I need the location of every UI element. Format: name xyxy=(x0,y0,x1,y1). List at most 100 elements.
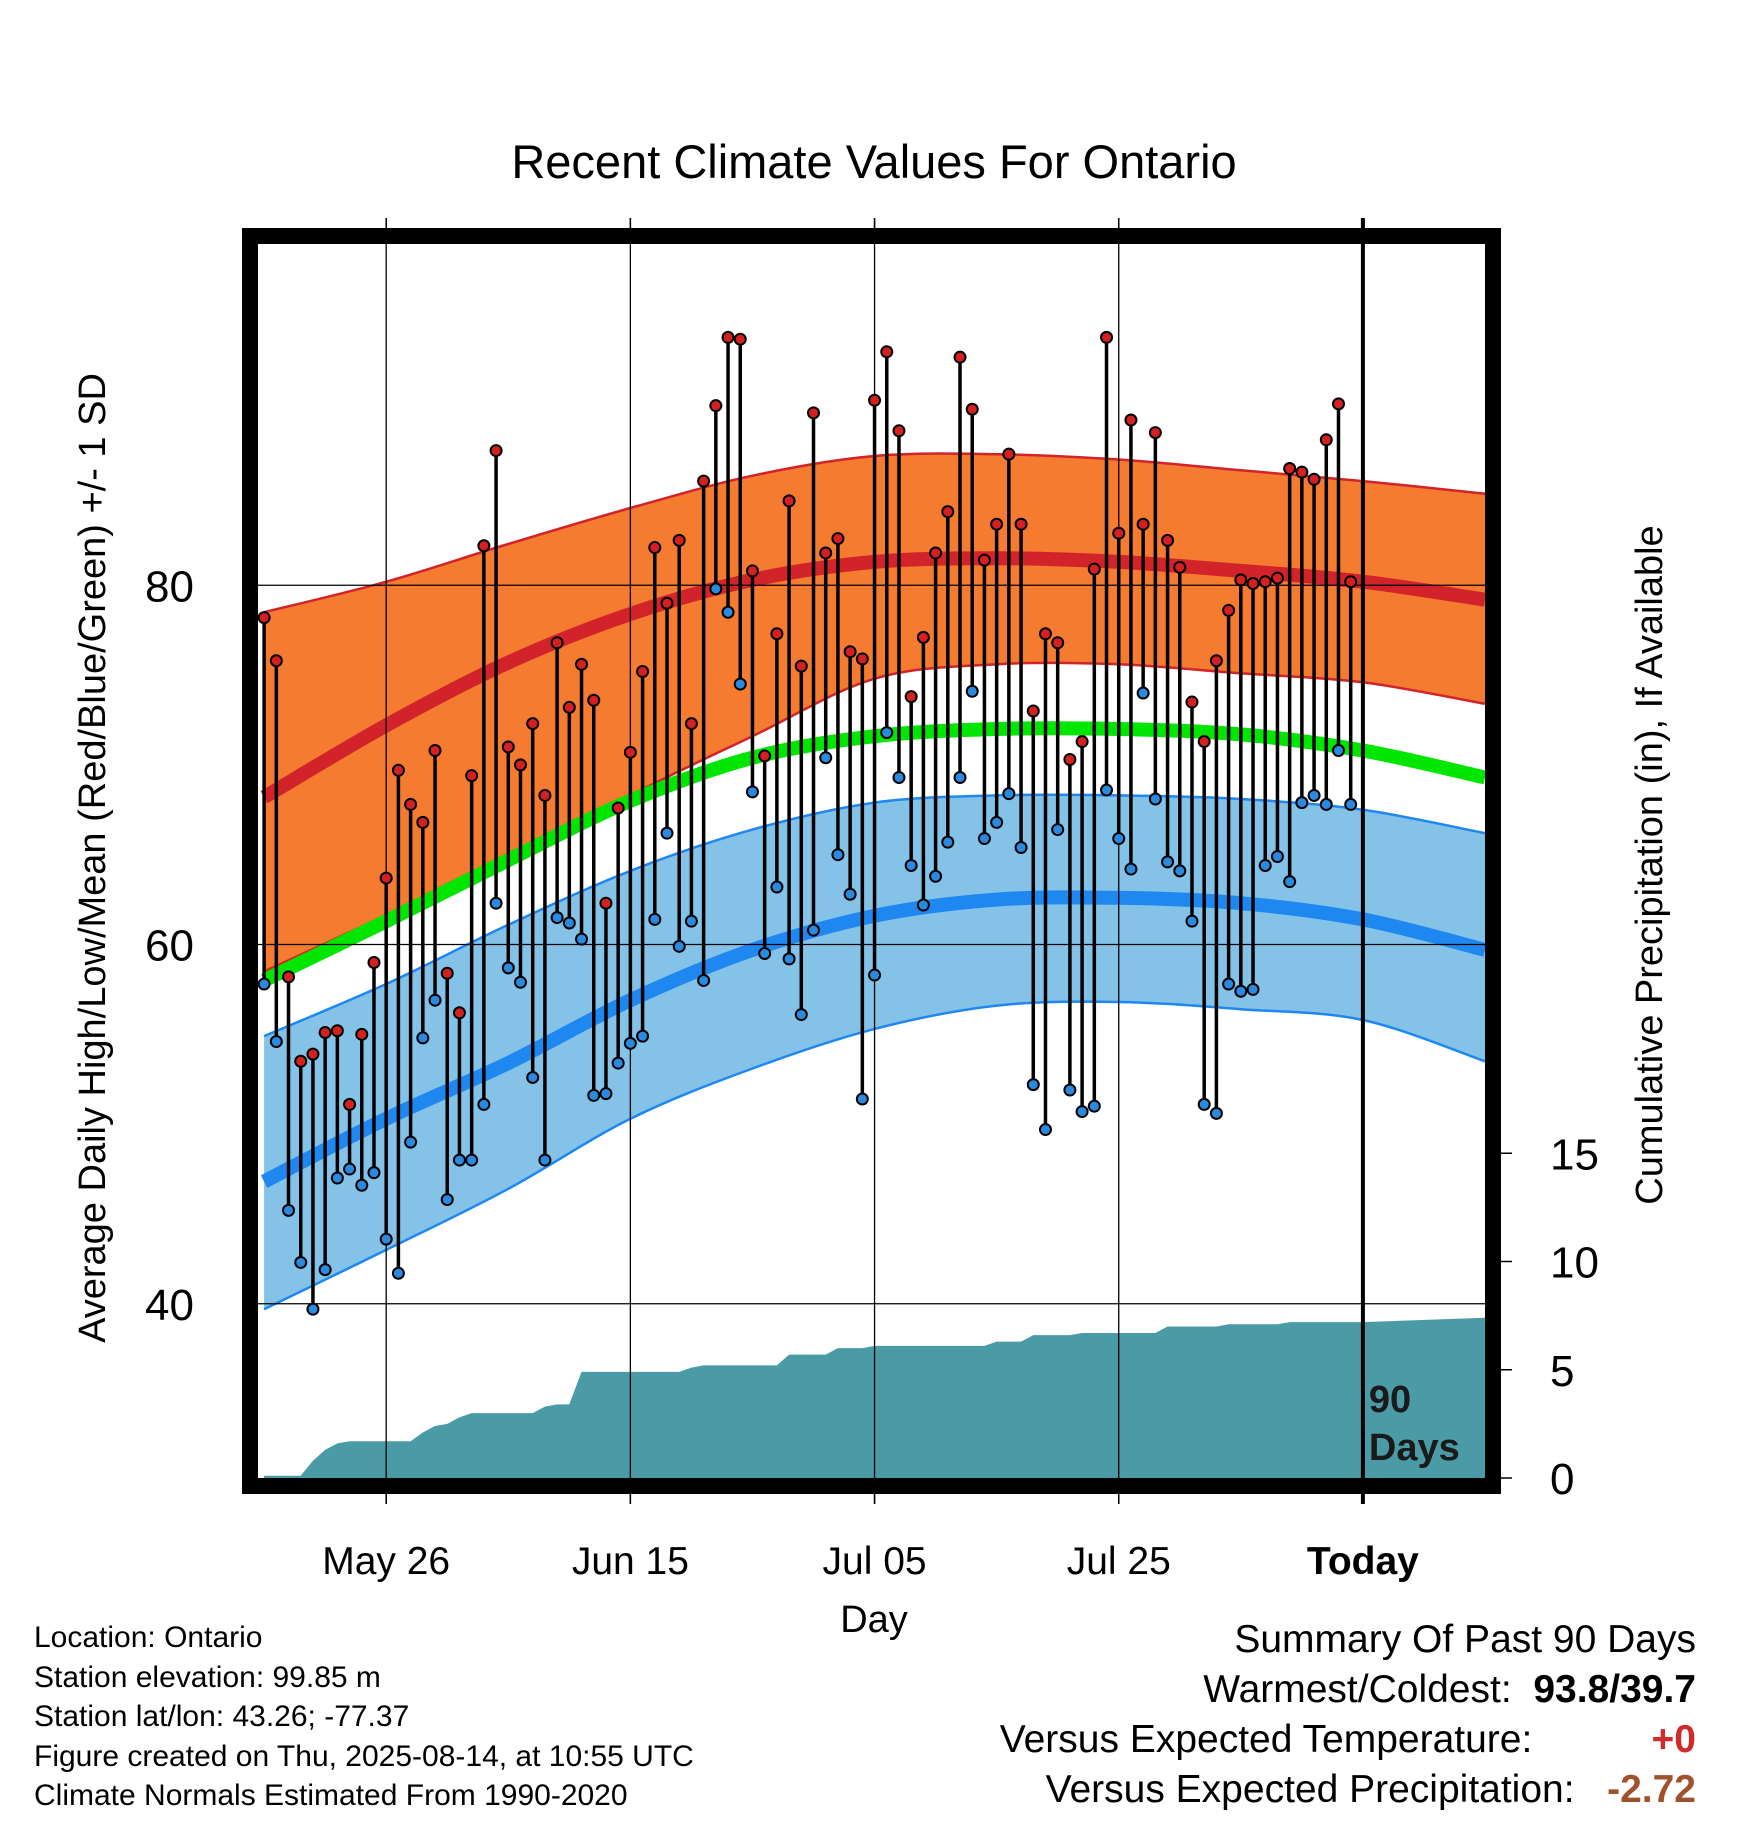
axes-group: May 26 Jun 15 Jul 05 Jul 25 Today 40 60 80 0 5 10 1… xyxy=(145,218,1599,1583)
daily-high-point xyxy=(379,871,393,885)
daily-high-point xyxy=(1087,562,1101,576)
daily-high-point xyxy=(257,611,271,625)
daily-high-point xyxy=(636,664,650,678)
daily-high-point xyxy=(855,652,869,666)
daily-low-point xyxy=(1344,797,1358,811)
daily-low-point xyxy=(1319,797,1333,811)
daily-low-point xyxy=(1063,1083,1077,1097)
daily-high-point xyxy=(1246,576,1260,590)
daily-low-point xyxy=(1051,823,1065,837)
daily-high-point xyxy=(318,1026,332,1040)
daily-high-point xyxy=(807,406,821,420)
chart-title: Recent Climate Values For Ontario xyxy=(511,135,1236,188)
daily-low-point xyxy=(513,975,527,989)
daily-high-point xyxy=(538,788,552,802)
daily-low-point xyxy=(660,826,674,840)
precip-anomaly-label: Versus Expected Precipitation: xyxy=(1045,1768,1575,1811)
daily-high-point xyxy=(758,749,772,763)
daily-low-point xyxy=(709,582,723,596)
precip-anomaly-value: -2.72 xyxy=(1607,1768,1696,1811)
normals-text: Climate Normals Estimated From 1990-2020 xyxy=(34,1779,628,1812)
daily-high-point xyxy=(868,393,882,407)
daily-high-point xyxy=(1185,695,1199,709)
daily-high-point xyxy=(697,474,711,488)
daily-high-point xyxy=(1258,575,1272,589)
daily-high-point xyxy=(1295,465,1309,479)
daily-high-point xyxy=(892,424,906,438)
daily-high-point xyxy=(343,1097,357,1111)
daily-high-point xyxy=(416,815,430,829)
daily-low-point xyxy=(1026,1078,1040,1092)
today-days-label: 90 xyxy=(1369,1379,1411,1421)
coldest-value: 39.7 xyxy=(1620,1668,1696,1711)
daily-high-point xyxy=(672,533,686,547)
daily-low-point xyxy=(721,605,735,619)
daily-high-point xyxy=(391,763,405,777)
warmest-value: 93.8 xyxy=(1533,1668,1610,1711)
x-tick-label: Jun 15 xyxy=(572,1540,689,1583)
daily-low-point xyxy=(1307,788,1321,802)
daily-high-point xyxy=(733,332,747,346)
daily-high-point xyxy=(465,769,479,783)
x-tick-label: May 26 xyxy=(322,1540,450,1583)
daily-low-point xyxy=(1075,1105,1089,1119)
y2-tick-label: 5 xyxy=(1550,1347,1574,1396)
daily-low-point xyxy=(306,1302,320,1316)
daily-low-point xyxy=(794,1008,808,1022)
daily-low-point xyxy=(282,1203,296,1217)
daily-low-point xyxy=(1087,1099,1101,1113)
latlon-text: Station lat/lon: 43.26; -77.37 xyxy=(34,1700,410,1733)
daily-high-point xyxy=(1148,426,1162,440)
daily-low-point xyxy=(929,869,943,883)
daily-low-point xyxy=(526,1070,540,1084)
daily-low-point xyxy=(562,916,576,930)
daily-low-point xyxy=(672,939,686,953)
daily-low-point xyxy=(807,923,821,937)
daily-low-point xyxy=(977,832,991,846)
daily-low-point xyxy=(782,952,796,966)
daily-low-point xyxy=(697,973,711,987)
daily-high-point xyxy=(990,517,1004,531)
daily-low-point xyxy=(391,1266,405,1280)
daily-high-point xyxy=(1014,517,1028,531)
daily-low-point xyxy=(489,896,503,910)
warmest-coldest-label: Warmest/Coldest: xyxy=(1203,1668,1512,1711)
daily-high-point xyxy=(965,402,979,416)
daily-low-point xyxy=(892,770,906,784)
daily-high-point xyxy=(489,444,503,458)
daily-low-point xyxy=(1173,864,1187,878)
daily-high-point xyxy=(1331,397,1345,411)
daily-low-point xyxy=(1148,792,1162,806)
daily-low-point xyxy=(501,961,515,975)
daily-low-point xyxy=(343,1162,357,1176)
daily-high-point xyxy=(782,494,796,508)
daily-high-point xyxy=(611,801,625,815)
daily-low-point xyxy=(538,1153,552,1167)
daily-low-point xyxy=(1002,787,1016,801)
daily-low-point xyxy=(819,751,833,765)
daily-low-point xyxy=(1100,783,1114,797)
daily-high-point xyxy=(1319,433,1333,447)
plot-frame xyxy=(242,228,1501,1494)
daily-low-point xyxy=(1295,796,1309,810)
y2-axis-label: Cumulative Precipitation (in), If Availa… xyxy=(1629,525,1671,1204)
daily-low-point xyxy=(330,1171,344,1185)
daily-low-point xyxy=(440,1193,454,1207)
daily-high-point xyxy=(1002,447,1016,461)
daily-low-point xyxy=(684,914,698,928)
daily-high-point xyxy=(1222,603,1236,617)
daily-low-point xyxy=(953,770,967,784)
daily-high-point xyxy=(904,690,918,704)
daily-high-point xyxy=(819,546,833,560)
daily-high-point xyxy=(831,532,845,546)
y-tick-label: 40 xyxy=(145,1281,194,1330)
daily-low-point xyxy=(355,1178,369,1192)
daily-low-point xyxy=(1136,686,1150,700)
y-tick-label: 80 xyxy=(145,562,194,611)
summary-panel: Summary Of Past 90 Days Warmest/Coldest:… xyxy=(1000,1615,1696,1815)
daily-high-point xyxy=(1136,517,1150,531)
daily-low-point xyxy=(1222,977,1236,991)
daily-low-point xyxy=(257,977,271,991)
temp-anomaly-value: +0 xyxy=(1651,1718,1696,1761)
daily-high-point xyxy=(941,505,955,519)
